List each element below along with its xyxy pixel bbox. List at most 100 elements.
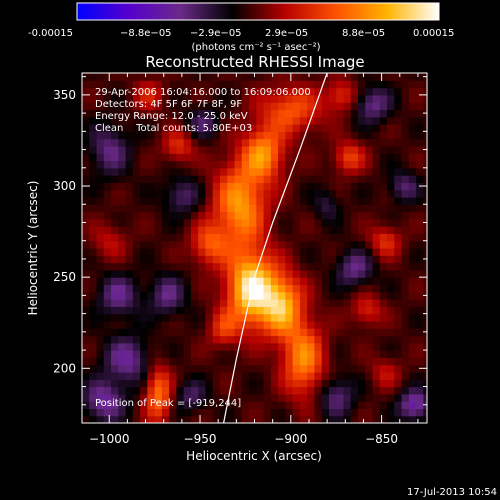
- heatmap-cell: [328, 415, 337, 423]
- heatmap-cell: [103, 116, 112, 125]
- heatmap-cell: [365, 328, 374, 337]
- heatmap-cell: [183, 211, 192, 220]
- heatmap-cell: [387, 226, 395, 235]
- heatmap-cell: [372, 175, 381, 183]
- heatmap-cell: [379, 379, 388, 388]
- heatmap-cell: [256, 269, 265, 278]
- heatmap-cell: [118, 291, 127, 300]
- heatmap-cell: [350, 335, 359, 344]
- heatmap-cell: [416, 393, 424, 402]
- heatmap-cell: [401, 131, 410, 140]
- heatmap-cell: [96, 109, 105, 118]
- heatmap-cell: [423, 320, 427, 329]
- heatmap-cell: [350, 269, 359, 278]
- heatmap-cell: [176, 379, 185, 388]
- heatmap-cell: [328, 116, 337, 125]
- heatmap-cell: [270, 313, 279, 322]
- heatmap-cell: [118, 357, 127, 366]
- y-tick-label: 200: [53, 361, 76, 375]
- peak-position-label: Position of Peak = [-919,244]: [95, 398, 241, 409]
- heatmap-cell: [350, 313, 359, 322]
- heatmap-cell: [263, 342, 272, 351]
- heatmap-cell: [227, 328, 236, 337]
- heatmap-cell: [82, 379, 90, 388]
- heatmap-cell: [307, 218, 316, 227]
- heatmap-cell: [358, 145, 366, 154]
- heatmap-cell: [234, 350, 243, 358]
- heatmap-cell: [307, 393, 316, 402]
- heatmap-cell: [328, 240, 337, 249]
- heatmap-cell: [408, 240, 417, 249]
- heatmap-cell: [314, 262, 323, 271]
- heatmap-cell: [169, 196, 178, 205]
- heatmap-cell: [111, 80, 119, 89]
- heatmap-cell: [241, 218, 250, 227]
- heatmap-cell: [256, 299, 265, 307]
- heatmap-cell: [416, 189, 424, 198]
- heatmap-cell: [205, 233, 214, 242]
- heatmap-cell: [96, 371, 105, 380]
- heatmap-cell: [336, 371, 345, 380]
- heatmap-cell: [169, 116, 178, 125]
- heatmap-cell: [278, 328, 286, 337]
- solar-limb-curve: [223, 73, 328, 423]
- heatmap-cell: [350, 196, 359, 205]
- heatmap-cell: [285, 138, 294, 147]
- heatmap-cell: [154, 357, 163, 366]
- heatmap-cell: [82, 226, 90, 235]
- heatmap-cell: [365, 350, 374, 358]
- heatmap-cell: [278, 393, 286, 402]
- heatmap-cell: [321, 357, 330, 366]
- heatmap-cell: [161, 94, 170, 103]
- heatmap-cell: [161, 306, 170, 315]
- heatmap-cell: [169, 299, 178, 307]
- heatmap-cell: [220, 102, 228, 111]
- heatmap-cell: [234, 393, 243, 402]
- heatmap-cell: [125, 196, 134, 205]
- heatmap-cell: [285, 284, 294, 293]
- heatmap-cell: [169, 189, 178, 198]
- heatmap-cell: [96, 182, 105, 191]
- heatmap-cell: [314, 131, 323, 140]
- heatmap-cell: [234, 226, 243, 235]
- heatmap-cell: [176, 204, 185, 213]
- heatmap-cell: [358, 160, 366, 169]
- heatmap-cell: [299, 342, 308, 351]
- heatmap-cell: [190, 269, 199, 278]
- heatmap-cell: [263, 124, 272, 132]
- heatmap-cell: [89, 284, 98, 293]
- heatmap-cell: [227, 218, 236, 227]
- heatmap-cell: [205, 277, 214, 286]
- heatmap-cell: [125, 284, 134, 293]
- heatmap-cell: [103, 335, 112, 344]
- heatmap-cell: [140, 357, 148, 366]
- heatmap-cell: [234, 124, 243, 132]
- heatmap-cell: [140, 102, 148, 111]
- heatmap-cell: [343, 408, 352, 417]
- heatmap-cell: [198, 277, 207, 286]
- heatmap-cell: [89, 350, 98, 358]
- heatmap-cell: [401, 299, 410, 307]
- heatmap-cell: [198, 248, 207, 256]
- heatmap-cell: [379, 306, 388, 315]
- heatmap-cell: [154, 328, 163, 337]
- heatmap-cell: [343, 87, 352, 96]
- heatmap-cell: [423, 94, 427, 103]
- heatmap-cell: [394, 386, 403, 395]
- heatmap-cell: [89, 138, 98, 147]
- heatmap-cell: [227, 269, 236, 278]
- heatmap-cell: [365, 218, 374, 227]
- heatmap-cell: [263, 226, 272, 235]
- heatmap-cell: [394, 73, 403, 81]
- heatmap-cell: [183, 342, 192, 351]
- heatmap-cell: [249, 328, 257, 337]
- heatmap-cell: [387, 299, 395, 307]
- heatmap-cell: [96, 175, 105, 183]
- heatmap-cell: [147, 80, 156, 89]
- heatmap-cell: [278, 284, 286, 293]
- heatmap-cell: [140, 364, 148, 373]
- heatmap-cell: [96, 306, 105, 315]
- heatmap-cell: [132, 364, 141, 373]
- heatmap-cell: [336, 386, 345, 395]
- heatmap-cell: [154, 335, 163, 344]
